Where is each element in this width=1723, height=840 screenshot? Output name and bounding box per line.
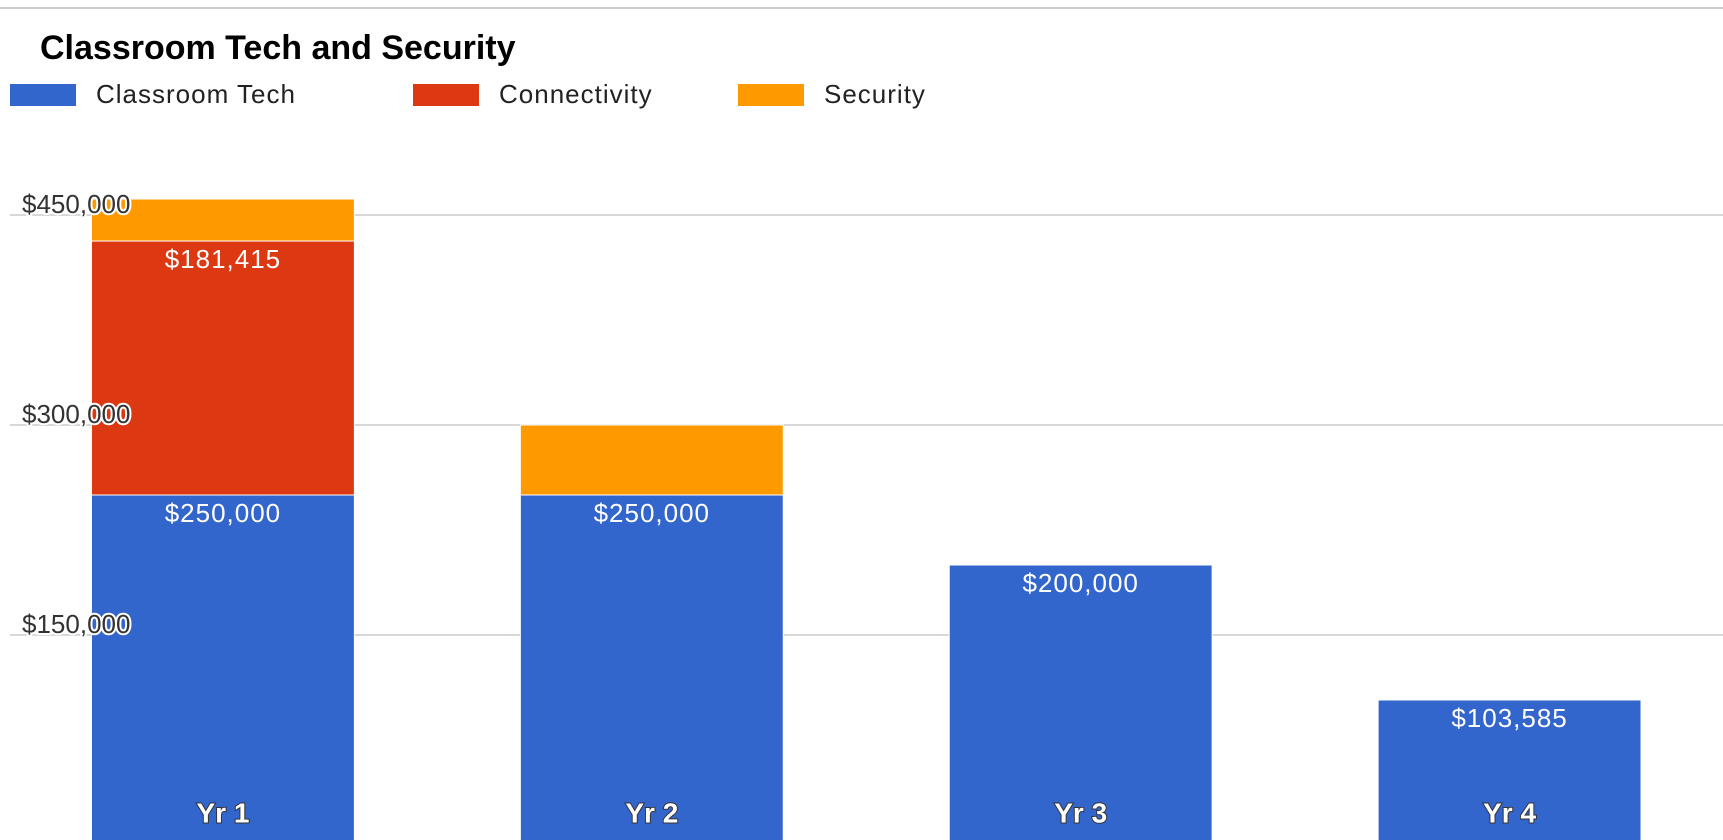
bar-segment: [519, 424, 784, 496]
bar-segment: [90, 198, 355, 242]
legend-swatch: [738, 84, 804, 106]
x-tick-label: Yr 2: [625, 797, 678, 828]
x-tick-label: Yr 3: [1054, 797, 1107, 828]
y-tick-label: $300,000: [22, 399, 130, 429]
bar-segment: [90, 494, 355, 840]
bar-segment: [519, 494, 784, 840]
legend-swatch: [413, 84, 479, 106]
value-label: $250,000: [594, 498, 710, 528]
value-label: $200,000: [1022, 568, 1138, 598]
legend-swatch: [10, 84, 76, 106]
legend-label: Security: [824, 79, 926, 109]
legend-label: Connectivity: [499, 79, 653, 109]
x-tick-label: Yr 1: [196, 797, 249, 828]
value-label: $103,585: [1451, 703, 1567, 733]
bar-segment: [90, 240, 355, 496]
y-tick-label: $150,000: [22, 609, 130, 639]
chart-title: Classroom Tech and Security: [40, 29, 516, 67]
bar-segment: [948, 564, 1213, 840]
value-label: $181,415: [165, 244, 281, 274]
bar-segment: [1377, 699, 1642, 840]
value-label: $250,000: [165, 498, 281, 528]
x-tick-label: Yr 4: [1483, 797, 1536, 828]
legend-label: Classroom Tech: [96, 79, 296, 109]
y-tick-label: $450,000: [22, 189, 130, 219]
